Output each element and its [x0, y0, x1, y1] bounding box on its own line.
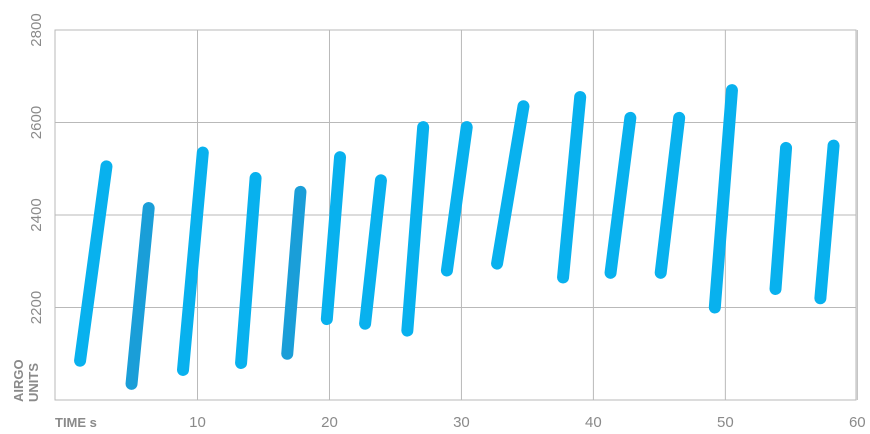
y-tick-label: 2200	[28, 291, 45, 324]
y-tick-label: 2800	[28, 13, 45, 46]
series-segment	[611, 118, 631, 273]
x-tick-label: 30	[453, 414, 470, 431]
series-segment	[820, 146, 833, 299]
y-axis-title-line-2: UNITS	[26, 363, 41, 402]
data-series-layer	[80, 90, 833, 384]
x-tick-label: 50	[717, 414, 734, 431]
x-tick-label: 10	[189, 414, 206, 431]
x-axis-title: TIME s	[55, 415, 97, 430]
series-segment	[183, 153, 203, 370]
series-segment	[132, 208, 149, 384]
series-segment	[365, 180, 381, 323]
x-tick-label: 20	[321, 414, 338, 431]
y-axis-title-line-1: AIRGO	[11, 359, 26, 402]
series-segment	[407, 127, 423, 331]
series-segment	[327, 157, 340, 319]
series-segment	[80, 166, 106, 360]
series-segment	[287, 192, 300, 354]
x-axis-tick-labels: 10 20 30 40 50 60	[189, 414, 865, 431]
x-tick-label: 40	[585, 414, 602, 431]
series-segment	[241, 178, 256, 363]
y-tick-label: 2400	[28, 198, 45, 231]
y-tick-label: 2600	[28, 106, 45, 139]
x-tick-label: 60	[849, 414, 866, 431]
series-segment	[447, 127, 467, 270]
y-axis-title: AIRGO UNITS	[11, 359, 41, 402]
series-segment	[497, 106, 523, 263]
y-axis-tick-labels: 2200 2400 2600 2800	[28, 13, 45, 324]
series-segment	[661, 118, 679, 273]
series-segment	[563, 97, 580, 277]
series-segment	[776, 148, 787, 289]
